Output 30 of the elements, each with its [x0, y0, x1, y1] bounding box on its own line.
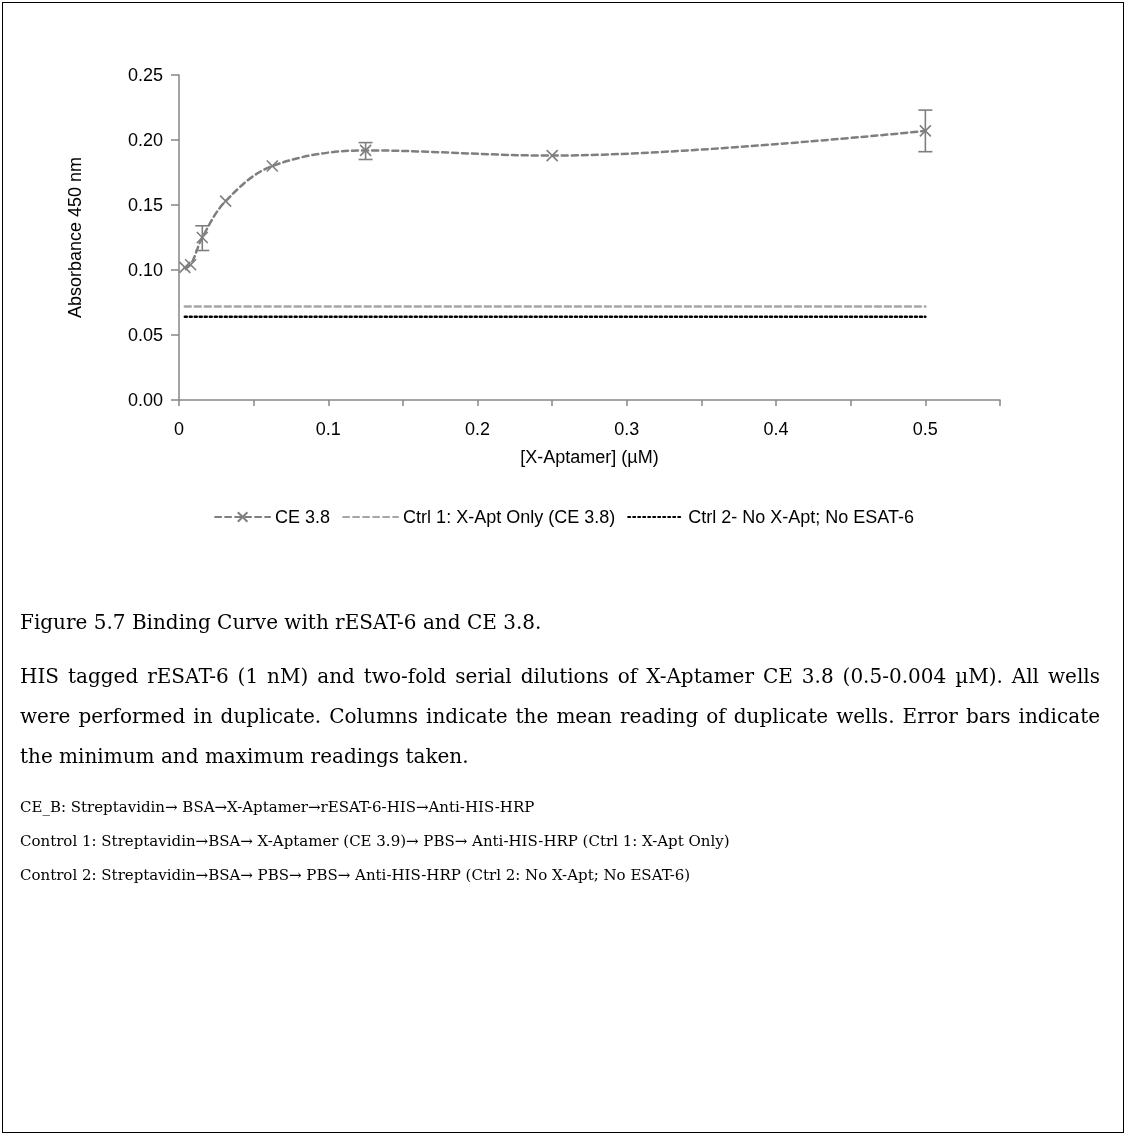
point: [919, 124, 932, 138]
x-axis-title: [X-Aptamer] (µM): [520, 447, 659, 467]
y-axis-title: Absorbance 450 nm: [65, 156, 85, 319]
point: [219, 194, 232, 208]
point: [266, 159, 279, 173]
y-tick-label: 0.05: [127, 325, 163, 345]
point: [195, 231, 209, 244]
text: Control 2: Streptavidin→BSA→ PBS→ PBS→ Anti-HIS-HRP (Ctrl 2: No X-Apt; No ESAT-6): [20, 865, 692, 886]
point: [545, 149, 559, 162]
point: [359, 144, 372, 157]
legend-label: CE 3.8: [275, 507, 331, 527]
y-tick-label: 0.20: [127, 130, 163, 150]
y-tick-label: 0.25: [127, 65, 163, 85]
legend-label: Ctrl 2- No X-Apt; No ESAT-6: [688, 507, 914, 527]
x-tick-label: 0.3: [614, 419, 640, 439]
y-tick-label: 0.10: [127, 260, 163, 280]
legend-label: Ctrl 1: X-Apt Only (CE 3.8): [403, 507, 616, 527]
text: HIS tagged rESAT-6 (1 nM) and two-fold serial dilutions of X-Aptamer CE 3.8 (0.5-0.004 µM). All wells were performed in duplicate. Columns indicate the mean reading of duplicate wells. Error bars indicate the minimum and maximum readings taken.: [20, 663, 1100, 770]
point: [184, 258, 197, 272]
y-tick-label: 0.00: [127, 390, 163, 410]
caption: Figure 5.7 Binding Curve with rESAT-6 and CE 3.8.: [20, 610, 543, 634]
point: [178, 261, 192, 274]
text: Control 1: Streptavidin→BSA→ X-Aptamer (CE 3.9)→ PBS→ Anti-HIS-HRP (Ctrl 1: X-Apt Only): [20, 831, 731, 852]
x-tick-label: 0.1: [315, 419, 341, 439]
x-tick-label: 0: [173, 419, 185, 439]
x-tick-label: 0.4: [763, 419, 789, 439]
y-tick-label: 0.15: [127, 195, 163, 215]
text: CE_B: Streptavidin→ BSA→X-Aptamer→rESAT-6-HIS→Anti-HIS-HRP: [20, 797, 536, 818]
x-tick-label: 0.5: [912, 419, 938, 439]
x-tick-label: 0.2: [465, 419, 491, 439]
